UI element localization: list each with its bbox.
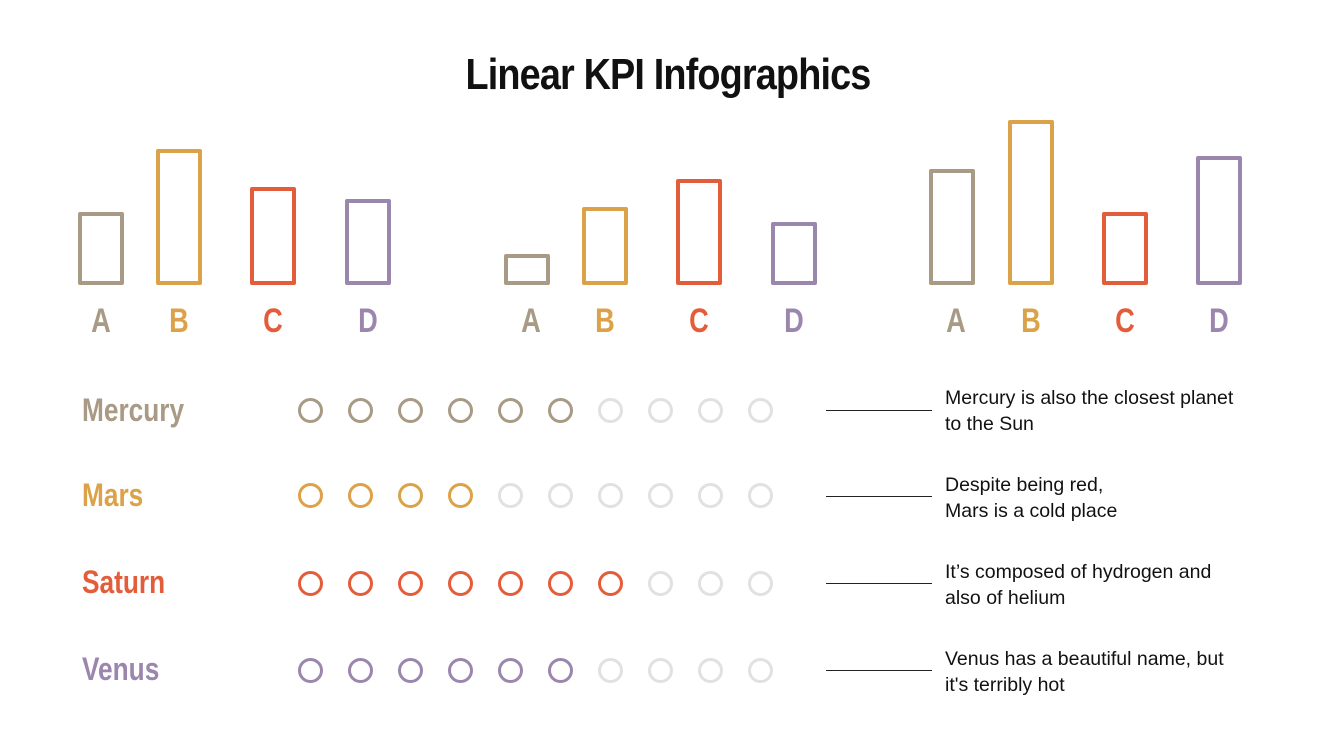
filled-dot-icon [298,658,323,683]
filled-dot-icon [548,658,573,683]
empty-dot-icon [748,571,773,596]
bar-label-a: A [521,302,541,340]
divider-line [826,410,932,411]
filled-dot-icon [298,398,323,423]
empty-dot-icon [698,483,723,508]
filled-dot-icon [398,571,423,596]
filled-dot-icon [398,483,423,508]
empty-dot-icon [548,483,573,508]
planet-name: Mercury [82,392,185,428]
bar-b [582,207,628,285]
planet-description: Venus has a beautiful name, but it's ter… [945,648,1224,696]
empty-dot-icon [598,398,623,423]
planet-name: Mars [82,477,144,513]
bar-label-a: A [91,302,111,340]
empty-dot-icon [698,571,723,596]
bar-label-c: C [689,302,709,340]
empty-dot-icon [748,398,773,423]
empty-dot-icon [748,658,773,683]
empty-dot-icon [648,658,673,683]
bar-label-b: B [595,302,615,340]
filled-dot-icon [548,398,573,423]
bar-b [1008,120,1054,285]
filled-dot-icon [498,658,523,683]
planet-name: Venus [82,651,160,687]
filled-dot-icon [448,398,473,423]
bar-label-a: A [946,302,966,340]
bar-b [156,149,202,285]
filled-dot-icon [398,658,423,683]
empty-dot-icon [598,658,623,683]
bar-c [676,179,722,285]
empty-dot-icon [648,483,673,508]
bar-a [78,212,124,285]
filled-dot-icon [548,571,573,596]
bar-label-b: B [169,302,189,340]
bar-d [771,222,817,285]
planet-description: It’s composed of hydrogen and also of he… [945,561,1212,609]
empty-dot-icon [698,658,723,683]
divider-line [826,496,932,497]
bar-label-d: D [784,302,804,340]
bar-c [250,187,296,285]
empty-dot-icon [648,398,673,423]
bar-label-d: D [358,302,378,340]
empty-dot-icon [648,571,673,596]
filled-dot-icon [498,398,523,423]
filled-dot-icon [398,398,423,423]
filled-dot-icon [498,571,523,596]
planet-description: Mercury is also the closest planet to th… [945,387,1234,435]
divider-line [826,670,932,671]
bar-label-d: D [1209,302,1229,340]
empty-dot-icon [498,483,523,508]
planet-name: Saturn [82,564,166,600]
filled-dot-icon [298,571,323,596]
bar-d [345,199,391,285]
bar-label-c: C [263,302,283,340]
bar-a [929,169,975,285]
page-title: Linear KPI Infographics [465,50,872,99]
filled-dot-icon [448,571,473,596]
empty-dot-icon [698,398,723,423]
filled-dot-icon [298,483,323,508]
bar-d [1196,156,1242,285]
filled-dot-icon [348,571,373,596]
filled-dot-icon [448,658,473,683]
divider-line [826,583,932,584]
filled-dot-icon [348,398,373,423]
bar-a [504,254,550,285]
bar-label-c: C [1115,302,1135,340]
filled-dot-icon [348,658,373,683]
empty-dot-icon [598,483,623,508]
filled-dot-icon [598,571,623,596]
bar-label-b: B [1021,302,1041,340]
bar-c [1102,212,1148,285]
planet-description: Despite being red, Mars is a cold place [945,474,1118,522]
filled-dot-icon [348,483,373,508]
empty-dot-icon [748,483,773,508]
filled-dot-icon [448,483,473,508]
